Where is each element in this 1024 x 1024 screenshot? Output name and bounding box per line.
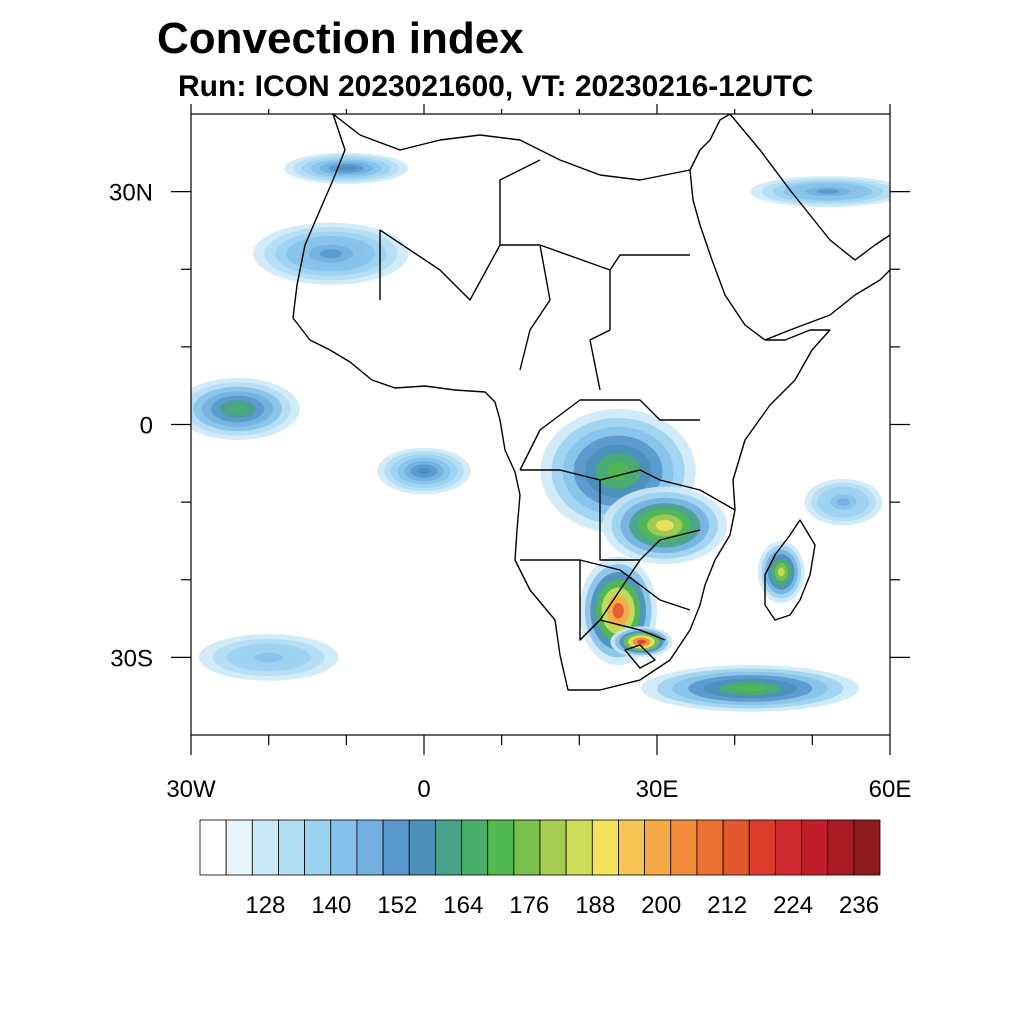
colorbar-label: 152	[377, 892, 417, 919]
coastlines-and-borders	[292, 114, 890, 691]
axis-ticks	[171, 104, 910, 755]
colorbar-swatch	[774, 819, 802, 876]
colorbar-labels: 128 140 152 164 176 188 200 212 224 236	[245, 892, 879, 919]
x-tick-label: 30W	[166, 776, 216, 803]
colorbar-swatch	[408, 819, 436, 876]
colorbar	[199, 819, 881, 876]
colorbar-label: 212	[707, 892, 747, 919]
colorbar-swatch	[618, 819, 646, 876]
colorbar-swatch	[199, 819, 227, 876]
colorbar-swatch	[539, 819, 567, 876]
colorbar-swatch	[513, 819, 541, 876]
colorbar-swatch	[853, 819, 881, 876]
y-tick-label: 30S	[110, 645, 153, 672]
colorbar-swatch	[304, 819, 332, 876]
field-contour	[607, 462, 630, 480]
colorbar-swatch	[382, 819, 410, 876]
field-contour	[734, 685, 766, 692]
arabia-south-coast	[764, 269, 890, 341]
field-contour	[777, 567, 785, 577]
field-contour	[637, 639, 646, 645]
field-contour	[816, 189, 839, 194]
field-contour	[228, 404, 247, 414]
x-tick-label: 60E	[869, 776, 912, 803]
colorbar-swatch	[591, 819, 619, 876]
y-tick-label: 0	[140, 413, 153, 440]
convection-field	[191, 152, 890, 712]
colorbar-swatch	[461, 819, 489, 876]
x-tick-label: 0	[417, 776, 430, 803]
colorbar-label: 164	[443, 892, 483, 919]
colorbar-swatch	[565, 819, 593, 876]
colorbar-label: 188	[575, 892, 615, 919]
field-contour	[836, 498, 850, 507]
africa-coastline	[292, 114, 831, 691]
colorbar-label: 200	[641, 892, 681, 919]
colorbar-swatch	[696, 819, 724, 876]
field-contour	[337, 166, 356, 171]
colorbar-swatch	[487, 819, 515, 876]
y-tick-label: 30N	[109, 180, 153, 207]
axis-tick-labels: 30W 0 30E 60E 30N 0 30S	[109, 180, 911, 803]
colorbar-swatch	[722, 819, 750, 876]
colorbar-label: 128	[245, 892, 285, 919]
colorbar-label: 176	[509, 892, 549, 919]
x-tick-label: 30E	[636, 776, 679, 803]
colorbar-swatch	[251, 819, 279, 876]
colorbar-label: 140	[311, 892, 351, 919]
field-contour	[417, 467, 431, 475]
madagascar-outline	[764, 519, 816, 621]
colorbar-label: 236	[839, 892, 879, 919]
internal-borders-south	[520, 559, 691, 669]
field-contour	[655, 519, 674, 531]
colorbar-swatch	[827, 819, 855, 876]
field-contour	[254, 652, 283, 663]
colorbar-swatch	[356, 819, 384, 876]
colorbar-swatch	[330, 819, 358, 876]
field-contour	[319, 249, 342, 259]
colorbar-swatch	[670, 819, 698, 876]
map-subtitle: Run: ICON 2023021600, VT: 20230216-12UTC	[178, 70, 814, 103]
colorbar-swatch	[225, 819, 253, 876]
colorbar-swatch	[801, 819, 829, 876]
colorbar-label: 224	[773, 892, 813, 919]
internal-borders-north	[379, 159, 690, 391]
colorbar-swatch	[748, 819, 776, 876]
colorbar-swatch	[278, 819, 306, 876]
colorbar-swatch	[644, 819, 672, 876]
field-contour	[612, 603, 624, 619]
arabia-coast	[729, 114, 890, 261]
mediterranean-coast	[332, 114, 691, 181]
internal-borders-central	[519, 399, 736, 641]
map-title: Convection index	[157, 14, 524, 63]
colorbar-swatch	[434, 819, 462, 876]
